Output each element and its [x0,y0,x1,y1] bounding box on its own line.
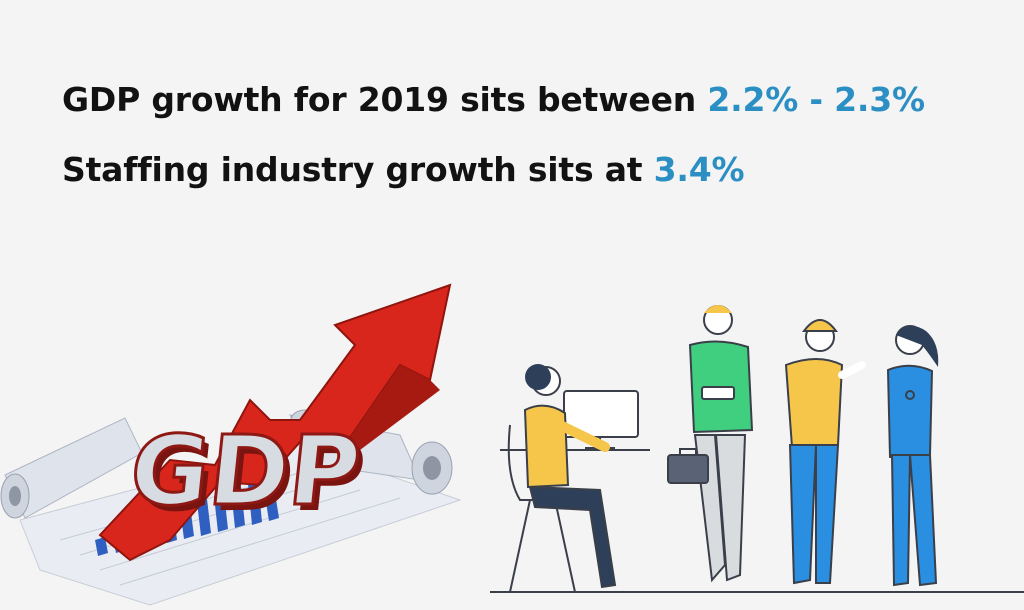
briefcase-icon [667,454,709,484]
gdp-growth-illustration: GDP GDP [0,283,462,606]
standing-worker-nurse [886,325,939,587]
gdp-growth-text: GDP growth for 2019 sits between [62,80,708,119]
staffing-growth-text: Staffing industry growth sits at [62,150,654,189]
growth-arrow [98,283,452,562]
gdp-growth-value: 2.2% - 2.3% [707,80,925,119]
standing-worker-green [667,305,754,583]
gdp-growth-headline: GDP growth for 2019 sits between 2.2% - … [62,80,925,119]
svg-text:GDP: GDP [125,415,366,527]
svg-text:GDP: GDP [130,421,371,533]
staffing-growth-headline: Staffing industry growth sits at 3.4% [62,150,745,189]
hard-hat-icon [802,319,838,332]
standing-worker-hardhat [784,319,866,585]
workers-illustration [490,305,1024,593]
stethoscope-icon [905,390,915,400]
desk-worker [500,364,650,593]
left-paper-roll [0,417,143,519]
staffing-growth-value: 3.4% [653,150,745,189]
gdp-3d-letters: GDP GDP [123,414,371,533]
